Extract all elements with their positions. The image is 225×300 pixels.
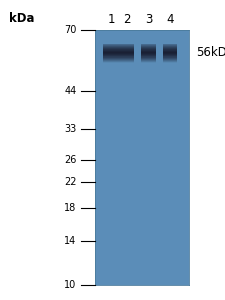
- Bar: [141, 47, 156, 48]
- Bar: [162, 46, 177, 47]
- Bar: [103, 49, 120, 50]
- Bar: [120, 54, 135, 55]
- Bar: [141, 55, 156, 56]
- Bar: [103, 60, 120, 61]
- Bar: [162, 57, 177, 58]
- Bar: [103, 51, 120, 52]
- Bar: [103, 44, 120, 45]
- Bar: [120, 50, 135, 51]
- Bar: [120, 61, 135, 62]
- Bar: [141, 54, 156, 55]
- Text: kDa: kDa: [9, 12, 34, 25]
- Bar: [141, 50, 156, 51]
- Bar: [141, 61, 156, 62]
- Bar: [141, 58, 156, 59]
- Bar: [103, 58, 120, 59]
- Bar: [141, 56, 156, 57]
- Bar: [103, 53, 120, 54]
- Bar: [162, 53, 177, 54]
- Text: 1: 1: [108, 13, 115, 26]
- Bar: [162, 60, 177, 61]
- Text: 26: 26: [64, 155, 77, 165]
- Bar: [162, 55, 177, 56]
- Bar: [103, 47, 120, 48]
- Bar: [94, 30, 189, 285]
- Bar: [162, 59, 177, 60]
- Bar: [162, 58, 177, 59]
- Bar: [141, 46, 156, 47]
- Text: 56kDa: 56kDa: [196, 46, 225, 59]
- Bar: [162, 52, 177, 53]
- Bar: [162, 49, 177, 50]
- Bar: [141, 49, 156, 50]
- Text: 44: 44: [64, 86, 76, 96]
- Bar: [103, 46, 120, 47]
- Bar: [120, 58, 135, 59]
- Bar: [120, 51, 135, 52]
- Bar: [141, 48, 156, 49]
- Bar: [162, 61, 177, 62]
- Bar: [120, 57, 135, 58]
- Bar: [103, 59, 120, 60]
- Bar: [120, 55, 135, 56]
- Text: 70: 70: [64, 25, 77, 35]
- Bar: [103, 45, 120, 46]
- Bar: [103, 50, 120, 51]
- Bar: [162, 54, 177, 55]
- Text: 18: 18: [64, 203, 76, 213]
- Bar: [141, 51, 156, 52]
- Bar: [141, 62, 156, 63]
- Bar: [162, 48, 177, 49]
- Bar: [103, 55, 120, 56]
- Bar: [120, 44, 135, 45]
- Bar: [103, 54, 120, 55]
- Text: 14: 14: [64, 236, 76, 246]
- Bar: [103, 52, 120, 53]
- Bar: [162, 44, 177, 45]
- Bar: [141, 53, 156, 54]
- Bar: [103, 48, 120, 49]
- Bar: [120, 45, 135, 46]
- Bar: [162, 62, 177, 63]
- Bar: [141, 45, 156, 46]
- Bar: [120, 63, 135, 64]
- Text: 10: 10: [64, 280, 76, 290]
- Bar: [162, 45, 177, 46]
- Bar: [141, 57, 156, 58]
- Bar: [120, 53, 135, 54]
- Bar: [141, 60, 156, 61]
- Text: 4: 4: [166, 13, 174, 26]
- Text: 3: 3: [145, 13, 152, 26]
- Bar: [120, 49, 135, 50]
- Bar: [141, 59, 156, 60]
- Bar: [141, 44, 156, 45]
- Bar: [162, 47, 177, 48]
- Bar: [103, 57, 120, 58]
- Bar: [141, 63, 156, 64]
- Bar: [120, 48, 135, 49]
- Bar: [120, 60, 135, 61]
- Bar: [120, 62, 135, 63]
- Text: 33: 33: [64, 124, 76, 134]
- Bar: [120, 46, 135, 47]
- Bar: [103, 62, 120, 63]
- Bar: [103, 61, 120, 62]
- Text: 2: 2: [123, 13, 131, 26]
- Bar: [103, 63, 120, 64]
- Bar: [162, 51, 177, 52]
- Bar: [162, 56, 177, 57]
- Bar: [120, 52, 135, 53]
- Text: 22: 22: [64, 177, 76, 187]
- Bar: [162, 63, 177, 64]
- Bar: [120, 56, 135, 57]
- Bar: [103, 56, 120, 57]
- Bar: [162, 50, 177, 51]
- Bar: [141, 52, 156, 53]
- Bar: [120, 59, 135, 60]
- Bar: [120, 47, 135, 48]
